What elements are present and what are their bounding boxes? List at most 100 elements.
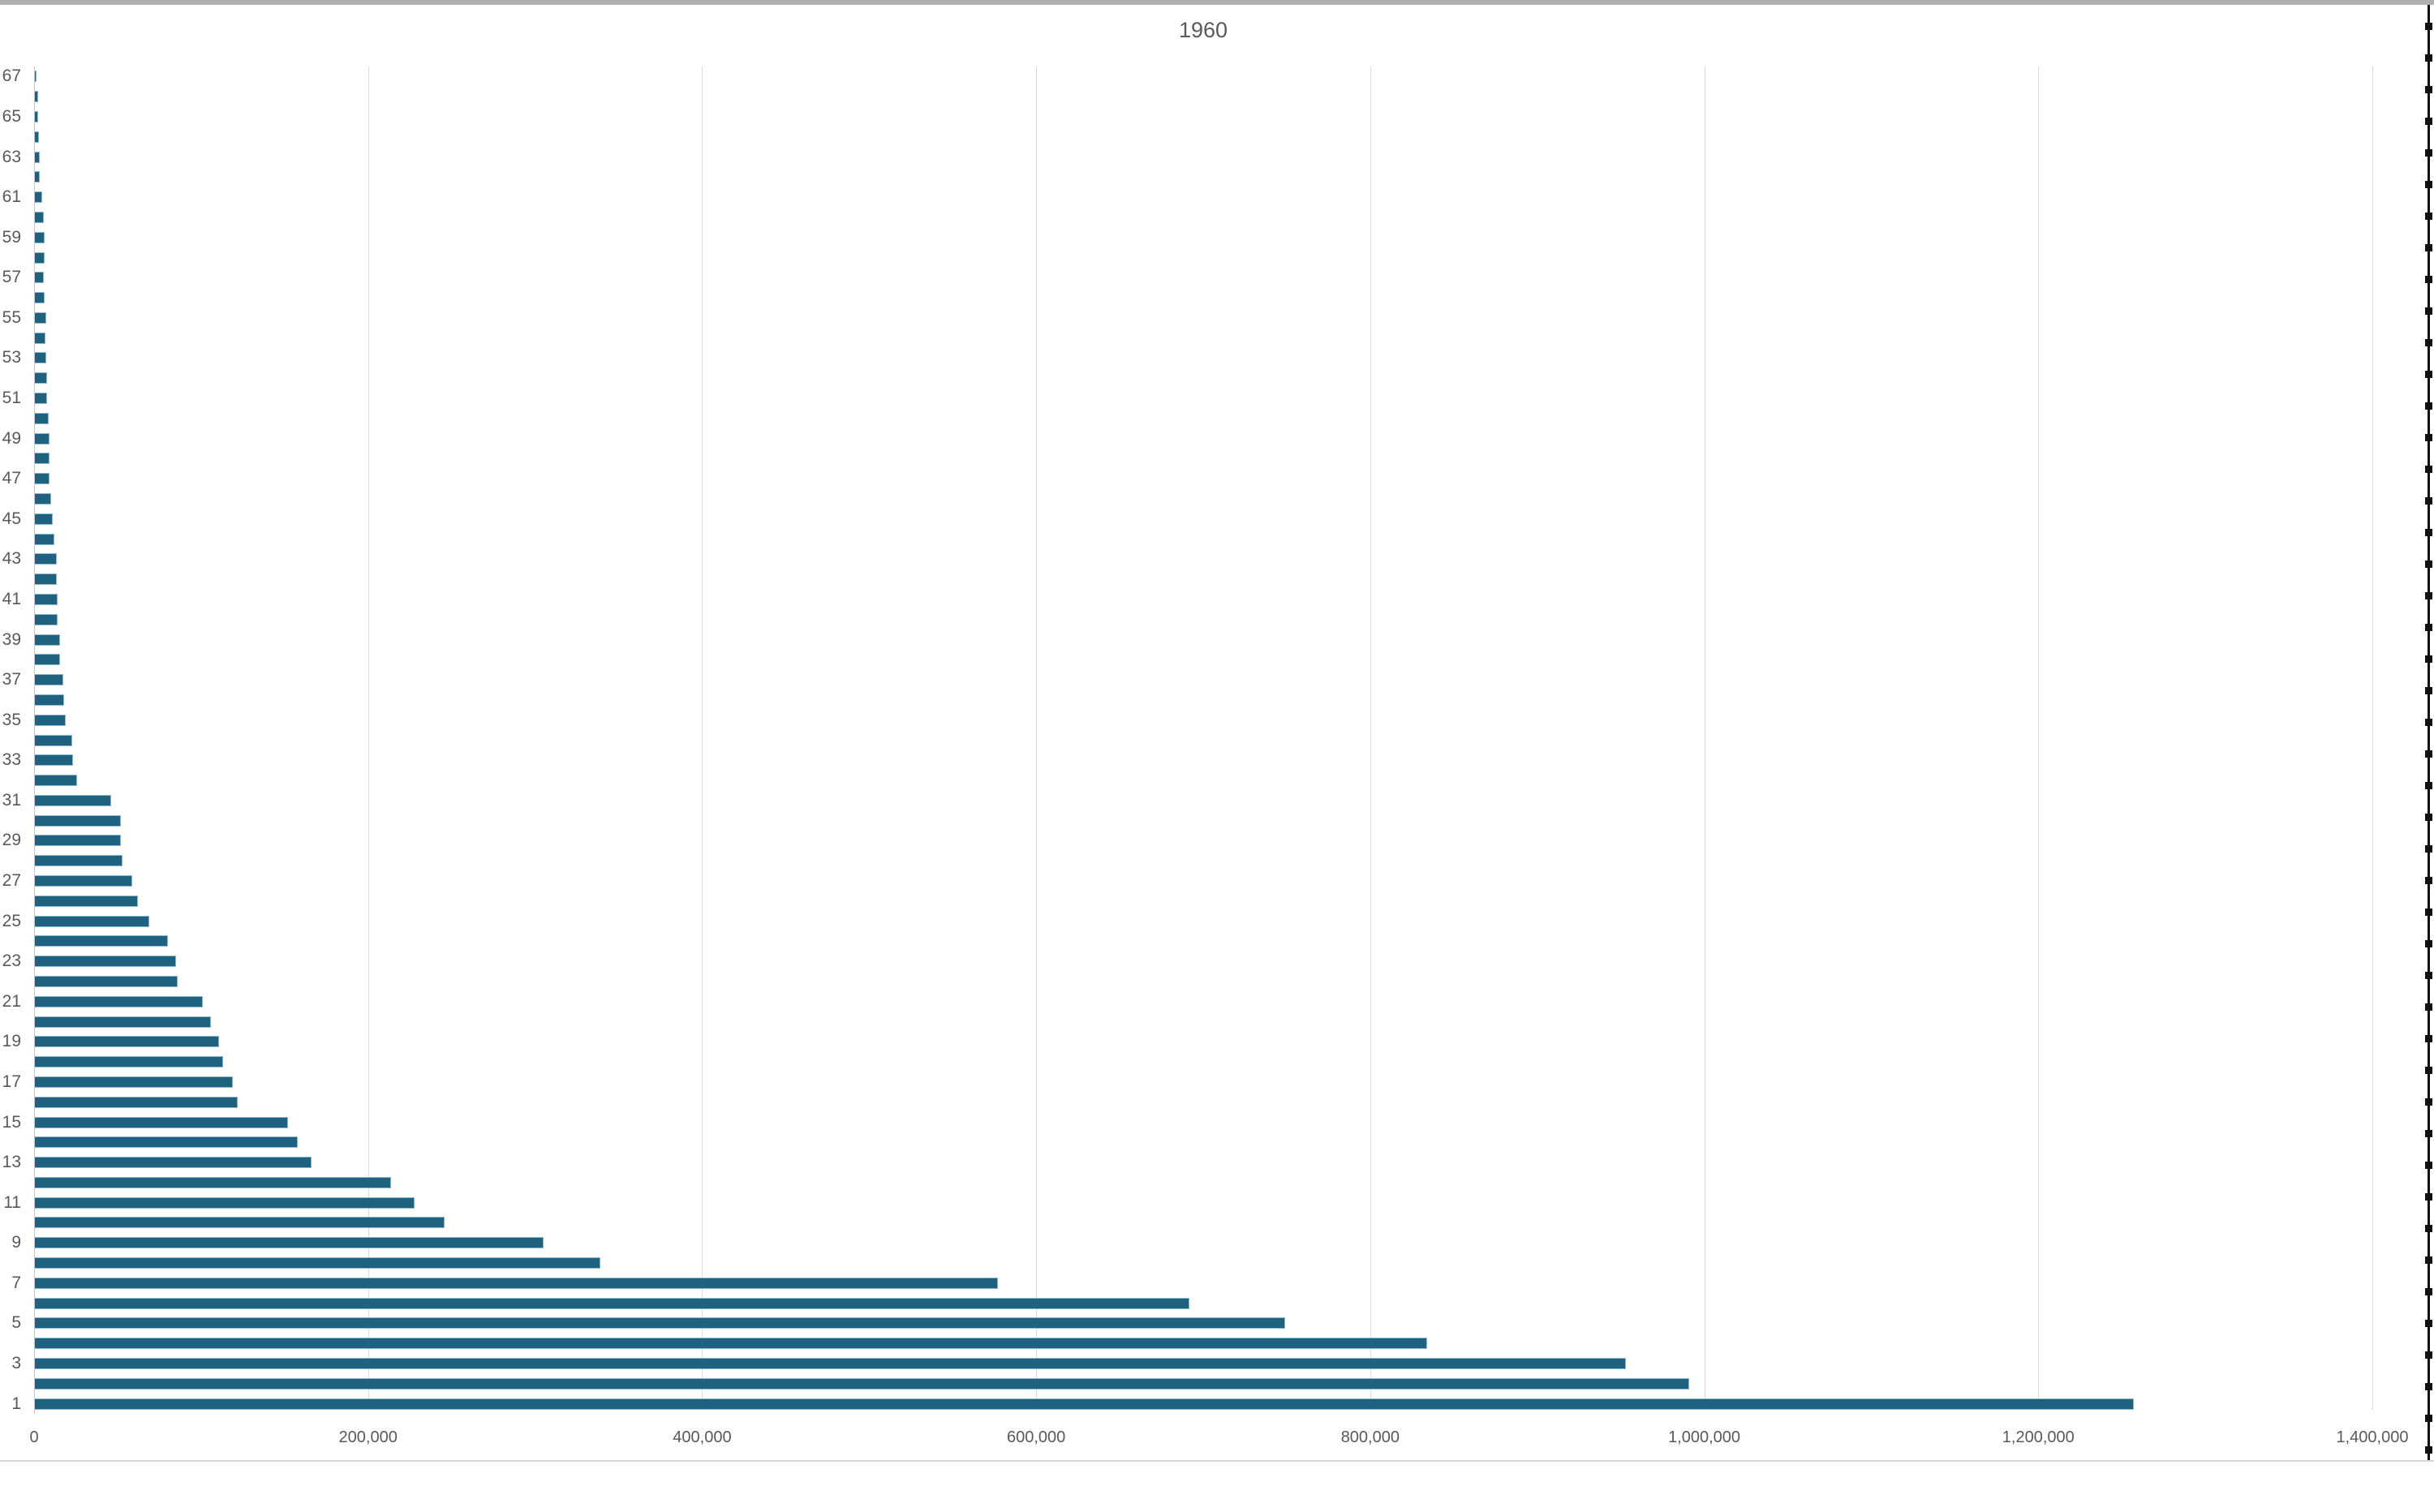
y-tick-label: 65	[2, 106, 21, 126]
bar	[35, 1157, 312, 1169]
bar	[35, 1237, 544, 1249]
bar	[35, 372, 48, 384]
gridline	[1370, 67, 1371, 1410]
bar	[35, 332, 46, 344]
gridline	[702, 67, 703, 1410]
bar	[35, 1317, 1285, 1329]
y-tick-label: 51	[2, 389, 21, 408]
bar	[35, 674, 63, 686]
bar	[35, 814, 121, 827]
gridline	[368, 67, 369, 1410]
bar	[35, 1338, 1427, 1350]
bar	[35, 1136, 299, 1149]
y-tick-label: 41	[2, 589, 21, 608]
bar	[35, 956, 176, 968]
bar	[35, 1196, 415, 1209]
y-axis-line	[34, 67, 35, 1414]
y-tick-label: 29	[2, 831, 21, 850]
y-tick-label: 45	[2, 509, 21, 528]
y-tick-label: 13	[2, 1153, 21, 1172]
y-tick-label: 7	[11, 1273, 21, 1292]
bar	[35, 71, 37, 83]
bar	[35, 453, 49, 465]
bar	[35, 231, 45, 243]
x-tick-label: 600,000	[1006, 1428, 1066, 1446]
bar	[35, 131, 39, 143]
bar	[35, 272, 45, 284]
y-tick-label: 5	[11, 1313, 21, 1333]
y-tick-label: 37	[2, 670, 21, 689]
y-tick-label: 55	[2, 307, 21, 327]
bar	[35, 292, 45, 304]
plot-area	[34, 67, 2373, 1414]
y-tick-label: 21	[2, 991, 21, 1011]
x-tick-label: 800,000	[1340, 1428, 1400, 1446]
bar	[35, 1398, 2134, 1410]
x-tick-label: 400,000	[673, 1428, 732, 1446]
y-tick-label: 19	[2, 1032, 21, 1051]
y-tick-label: 31	[2, 790, 21, 810]
bar	[35, 1116, 288, 1128]
bar	[35, 493, 51, 505]
bar	[35, 835, 121, 847]
bar	[35, 794, 111, 806]
gridline	[2372, 67, 2373, 1410]
bar	[35, 995, 203, 1007]
bar	[35, 352, 46, 364]
bar	[35, 251, 45, 264]
y-tick-label: 67	[2, 67, 21, 86]
y-tick-label: 49	[2, 428, 21, 448]
bar	[35, 171, 40, 183]
bar	[35, 1056, 223, 1068]
y-tick-label: 23	[2, 951, 21, 971]
chart-bottom-border	[0, 1460, 2434, 1462]
y-tick-label: 1	[11, 1394, 21, 1413]
bar	[35, 1358, 1626, 1370]
y-tick-label: 43	[2, 549, 21, 569]
chart-title: 1960	[1178, 18, 1228, 42]
bar	[35, 1297, 1190, 1309]
y-tick-label: 59	[2, 227, 21, 247]
x-tick-label: 1,400,000	[2336, 1428, 2409, 1446]
gridline	[1036, 67, 1038, 1410]
bar	[35, 1096, 239, 1108]
bar	[35, 775, 78, 787]
bar	[35, 191, 43, 204]
bar	[35, 1016, 212, 1028]
bar	[35, 473, 50, 485]
y-tick-label: 57	[2, 268, 21, 287]
y-tick-label: 17	[2, 1072, 21, 1091]
x-tick-label: 200,000	[338, 1428, 398, 1446]
bar	[35, 593, 58, 605]
y-axis-labels: 1 3 5 7 9 11 13 15 17 19 21 23 25 27 29 31 33 35 37 39 41 43 4…	[0, 67, 21, 1414]
y-tick-label: 15	[2, 1112, 21, 1132]
y-tick-label: 33	[2, 750, 21, 770]
page-break-dashes	[2425, 23, 2432, 1460]
bar	[35, 734, 73, 746]
bar	[35, 151, 40, 163]
page-break-indicator	[2424, 5, 2432, 1460]
bar	[35, 875, 133, 887]
y-tick-label: 63	[2, 147, 21, 166]
x-tick-label: 0	[29, 1428, 39, 1446]
bar	[35, 714, 67, 726]
x-tick-label: 1,000,000	[1668, 1428, 1741, 1446]
bar	[35, 311, 46, 324]
x-tick-label: 1,200,000	[2002, 1428, 2075, 1446]
y-tick-label: 9	[11, 1233, 21, 1252]
bar	[35, 1176, 392, 1188]
x-axis-labels: 0 200,000 400,000 600,000 800,000 1,000,000 1,…	[0, 1426, 2434, 1450]
bar	[35, 654, 60, 666]
bar	[35, 975, 178, 987]
gridline	[2038, 67, 2040, 1410]
y-tick-label: 39	[2, 629, 21, 649]
bar	[35, 855, 123, 867]
bar	[35, 754, 74, 767]
y-tick-label: 11	[3, 1192, 21, 1212]
window-top-border	[0, 0, 2434, 5]
y-tick-label: 53	[2, 348, 21, 367]
bar	[35, 1277, 998, 1289]
bar	[35, 393, 48, 405]
bar	[35, 412, 49, 424]
